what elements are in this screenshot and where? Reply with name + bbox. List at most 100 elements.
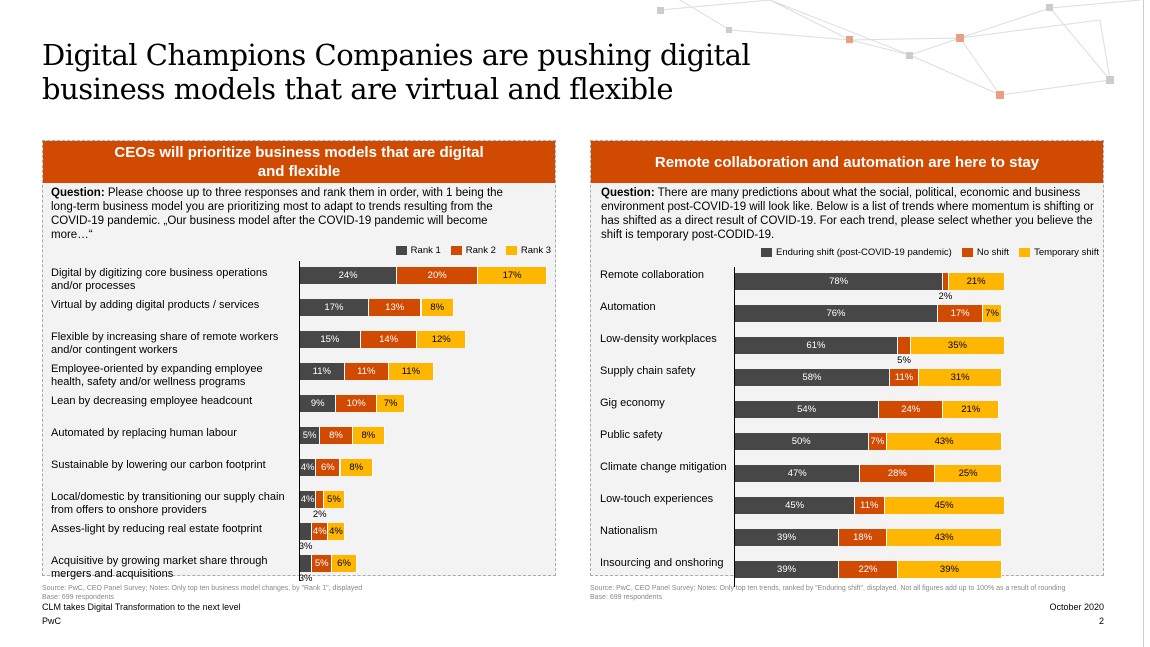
category-label: Flexible by increasing share of remote w…	[51, 331, 279, 356]
data-label: 13%	[385, 302, 405, 313]
bar-segment: 11%	[889, 369, 920, 386]
data-label: 6%	[320, 462, 335, 473]
data-label: 78%	[829, 276, 849, 287]
bar-segment: 6%	[332, 555, 357, 572]
data-label: 43%	[934, 436, 954, 447]
category-label: Automation	[600, 301, 656, 313]
bar-segment: 4%	[312, 523, 329, 540]
legend-swatch	[505, 245, 517, 255]
bar-segment: 13%	[368, 299, 422, 316]
bar-segment: 4%	[300, 459, 317, 476]
bar-segment: 4%	[328, 523, 345, 540]
category-label: Employee-oriented by expanding employee …	[51, 363, 263, 388]
bar-segment: 54%	[735, 401, 880, 418]
data-label: 43%	[934, 532, 954, 543]
bar-segment: 76%	[735, 305, 938, 322]
bar-segment: 5%	[324, 491, 345, 508]
legend-item: Temporary shift	[1019, 247, 1099, 258]
bar-segment: 78%	[735, 273, 944, 290]
bar-segment: 11%	[300, 363, 345, 380]
legend-label: Temporary shift	[1034, 247, 1099, 258]
category-label: Remote collaboration	[600, 269, 704, 281]
data-label: 11%	[860, 500, 879, 511]
bar-segment: 11%	[344, 363, 390, 380]
bar-segment: 17%	[478, 267, 548, 284]
data-label: 61%	[806, 340, 826, 351]
right-question: Question: There are many predictions abo…	[601, 187, 1094, 241]
bar-segment: 39%	[735, 529, 840, 546]
data-label: 39%	[777, 532, 797, 543]
category-label: Lean by decreasing employee headcount	[51, 395, 253, 407]
category-label: Local/domestic by transitioning our supp…	[51, 491, 285, 516]
category-label: Insourcing and onshoring	[600, 557, 724, 569]
category-label: Public safety	[600, 429, 663, 441]
right-base: Base: 699 respondents	[590, 594, 662, 601]
category-label: Low-density workplaces	[600, 333, 717, 345]
data-label: 4%	[300, 494, 315, 505]
bar-segment: 17%	[300, 299, 369, 316]
category-label: Virtual by adding digital products / ser…	[51, 299, 260, 311]
bar-segment: 39%	[897, 561, 1002, 578]
bar-segment: 12%	[417, 331, 467, 348]
left-question: Question: Please choose up to three resp…	[51, 187, 503, 241]
bar-segment: 28%	[860, 465, 936, 482]
bar-segment: 7%	[376, 395, 406, 412]
legend-swatch	[761, 247, 773, 257]
bar-segment: 5%	[300, 427, 321, 444]
data-label: 5%	[327, 494, 341, 505]
right-panel-header: Remote collaboration and automation are …	[591, 141, 1103, 183]
legend-item: No shift	[961, 247, 1010, 258]
data-label: 25%	[958, 468, 978, 479]
legend-label: Rank 1	[410, 245, 441, 256]
data-label: 18%	[853, 532, 873, 543]
right-panel: Remote collaboration and automation are …	[590, 140, 1104, 587]
data-label: 3%	[298, 541, 313, 552]
legend-swatch	[1019, 247, 1031, 257]
bar-segment: 24%	[300, 267, 398, 284]
left-source: Source: PwC, CEO Panel Survey; Notes: On…	[42, 585, 363, 592]
bar-segment: 21%	[943, 401, 1000, 418]
data-label: 10%	[346, 398, 366, 409]
right-source: Source: PwC, CEO Panel Survey; Notes: On…	[590, 585, 1066, 592]
bar-segment: 61%	[735, 337, 898, 354]
data-label: 7%	[870, 436, 885, 447]
bar-segment: 8%	[421, 299, 454, 316]
data-label: 8%	[361, 430, 376, 441]
category-label: Asses-light by reducing real estate foot…	[51, 523, 262, 535]
data-label: 5%	[314, 558, 329, 569]
bar-segment: 50%	[735, 433, 869, 450]
bar-segment: 43%	[887, 529, 1002, 546]
data-label: 3%	[298, 573, 313, 584]
bar-segment: 2%	[313, 491, 327, 520]
bar-segment: 58%	[735, 369, 890, 386]
data-label: 4%	[329, 526, 343, 537]
legend-item: Rank 1	[395, 245, 441, 256]
data-label: 35%	[947, 340, 967, 351]
category-label: Supply chain safety	[600, 365, 696, 377]
legend-item: Enduring shift (post-COVID-19 pandemic)	[761, 247, 952, 258]
legend-swatch	[395, 245, 407, 255]
bar-segment: 6%	[316, 459, 341, 476]
data-label: 17%	[950, 308, 970, 319]
bar-segment: 24%	[879, 401, 944, 418]
data-label: 24%	[338, 270, 358, 281]
bar-segment: 25%	[935, 465, 1002, 482]
category-label: Acquisitive by growing market share thro…	[51, 555, 268, 580]
y-axis	[734, 267, 735, 587]
legend-label: Rank 3	[520, 245, 551, 256]
legend: Rank 1 Rank 2 Rank 3	[395, 245, 551, 256]
slide-edge	[1143, 0, 1144, 647]
category-label: Sustainable by lowering our carbon footp…	[51, 459, 266, 471]
data-label: 31%	[950, 372, 970, 383]
data-label: 2%	[938, 291, 953, 302]
data-label: 4%	[312, 526, 327, 537]
bar-segment: 45%	[735, 497, 856, 514]
bar-segment: 43%	[887, 433, 1002, 450]
bar-segment: 15%	[300, 331, 361, 348]
data-label: 58%	[802, 372, 822, 383]
bar-segment: 10%	[336, 395, 377, 412]
data-label: 5%	[897, 355, 911, 366]
data-label: 28%	[887, 468, 907, 479]
left-panel-header: CEOs will prioritize business models tha…	[43, 141, 555, 183]
legend-label: No shift	[976, 247, 1010, 258]
